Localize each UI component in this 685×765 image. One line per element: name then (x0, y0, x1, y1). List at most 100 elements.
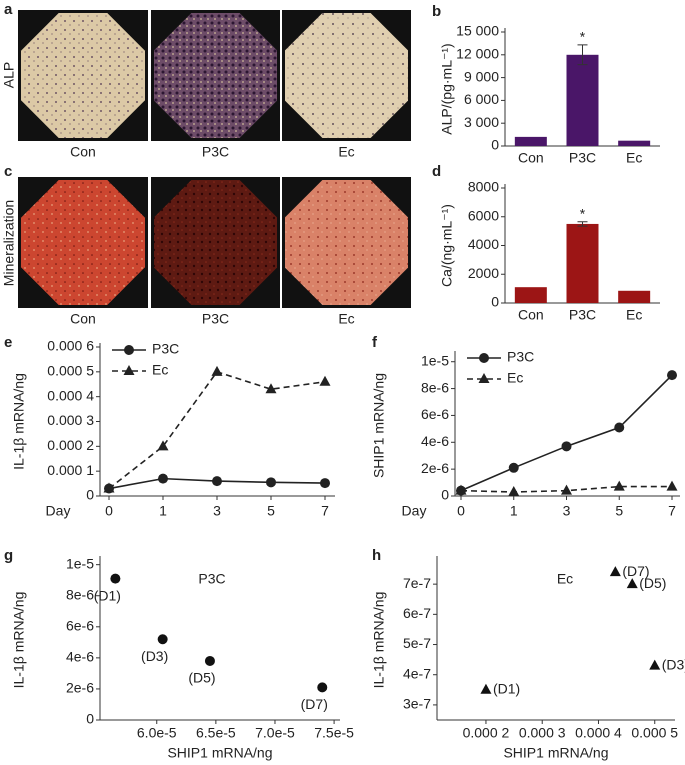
panel-label: ALP (1, 62, 17, 88)
x-tick-label: 7.0e-5 (255, 725, 295, 741)
point-label: (D7) (301, 696, 328, 712)
x-tick-label: Ec (626, 150, 642, 166)
point-label: (D1) (94, 587, 121, 603)
bar (514, 287, 547, 303)
legend-marker (124, 345, 134, 355)
y-tick-label: 8e-6 (66, 586, 94, 602)
data-point (317, 682, 328, 693)
data-point (157, 634, 168, 645)
y-tick-label: 8000 (468, 179, 499, 195)
y-tick-label: 6e-6 (66, 617, 94, 633)
y-axis-label: ALP/(pg·mL⁻¹) (439, 43, 455, 134)
y-axis-label: IL-1β mRNA/ng (371, 592, 387, 689)
y-tick-label: 0.000 1 (47, 462, 94, 478)
y-tick-label: 0.000 3 (47, 412, 94, 428)
y-tick-label: 6000 (468, 207, 499, 223)
data-point (110, 573, 121, 584)
error-bar (577, 221, 588, 227)
y-tick-label: 1e-5 (66, 555, 94, 571)
image-caption: Ec (338, 144, 354, 160)
x-tick-label: 1 (159, 503, 167, 519)
panel-letter: a (4, 1, 13, 18)
legend-label: Ec (152, 362, 168, 378)
data-point (649, 659, 661, 670)
data-point (319, 375, 331, 386)
legend-marker (479, 353, 489, 363)
x-tick-label: 0.000 4 (575, 725, 622, 741)
error-bar (577, 44, 588, 66)
data-point (158, 473, 168, 484)
x-tick-label: 5 (615, 503, 623, 519)
y-tick-label: 0 (86, 487, 94, 503)
y-tick-label: 0.000 2 (47, 437, 94, 453)
y-tick-label: 0.000 6 (47, 338, 94, 354)
legend-marker (123, 365, 135, 375)
y-axis-label: SHIP1 mRNA/ng (371, 373, 387, 478)
data-point (508, 485, 520, 496)
data-point (480, 683, 492, 694)
y-tick-label: 4000 (468, 236, 499, 252)
y-tick-label: 9 000 (464, 68, 499, 84)
panel-letter: d (432, 163, 441, 180)
data-point (103, 482, 115, 493)
data-point (320, 478, 330, 489)
y-tick-label: 6 000 (464, 91, 499, 107)
chart-title: Ec (557, 571, 573, 587)
point-label: (D5) (188, 670, 215, 686)
panel-letter: f (372, 334, 378, 351)
y-tick-label: 0 (491, 294, 499, 310)
annotation: * (580, 29, 586, 45)
y-tick-label: 0.000 5 (47, 363, 94, 379)
bar (566, 54, 599, 146)
x-axis-label: SHIP1 mRNA/ng (167, 745, 272, 761)
y-tick-label: 12 000 (456, 46, 499, 62)
data-point (157, 440, 169, 451)
x-tick-label: 0.000 3 (519, 725, 566, 741)
series-line (460, 374, 673, 492)
data-point (204, 655, 215, 666)
y-tick-label: 4e-7 (403, 665, 431, 681)
bar (618, 290, 651, 303)
panel-letter: g (4, 547, 13, 564)
x-tick-label: 7 (668, 503, 676, 519)
series-line (108, 370, 326, 490)
annotation: * (580, 205, 586, 221)
x-tick-label: 3 (213, 503, 221, 519)
y-tick-label: 6e-6 (421, 406, 449, 422)
x-tick-label: 0 (457, 503, 465, 519)
x-axis-label: Day (402, 503, 427, 519)
data-point (626, 578, 638, 589)
legend-label: P3C (507, 349, 534, 365)
x-tick-label: 6.5e-5 (196, 725, 236, 741)
panel-letter: b (432, 3, 441, 20)
image-caption: Con (70, 311, 96, 327)
data-point (667, 370, 677, 381)
x-tick-label: P3C (569, 307, 596, 323)
bar (514, 136, 547, 146)
data-point (508, 462, 519, 473)
image-caption: P3C (202, 311, 229, 327)
x-tick-label: 7.5e-5 (314, 725, 354, 741)
point-label: (D7) (622, 563, 649, 579)
bar (566, 223, 599, 303)
panel-letter: e (4, 334, 12, 351)
well-image (21, 180, 145, 305)
y-tick-label: 3 000 (464, 114, 499, 130)
image-caption: Ec (338, 311, 354, 327)
y-tick-label: 0 (441, 487, 449, 503)
x-tick-label: 3 (563, 503, 571, 519)
y-axis-label: IL-1β mRNA/ng (11, 592, 27, 689)
data-point (609, 566, 621, 577)
x-tick-label: 0.000 5 (631, 725, 678, 741)
y-tick-label: 4e-6 (421, 433, 449, 449)
data-point (666, 480, 678, 491)
y-tick-label: 6e-7 (403, 605, 431, 621)
well-image (285, 13, 408, 138)
x-tick-label: 5 (267, 503, 275, 519)
well-image (21, 13, 145, 138)
point-label: (D3) (141, 648, 168, 664)
panel-letter: c (4, 163, 12, 180)
y-tick-label: 4e-6 (66, 649, 94, 665)
data-point (614, 422, 625, 433)
y-tick-label: 15 000 (456, 23, 499, 39)
